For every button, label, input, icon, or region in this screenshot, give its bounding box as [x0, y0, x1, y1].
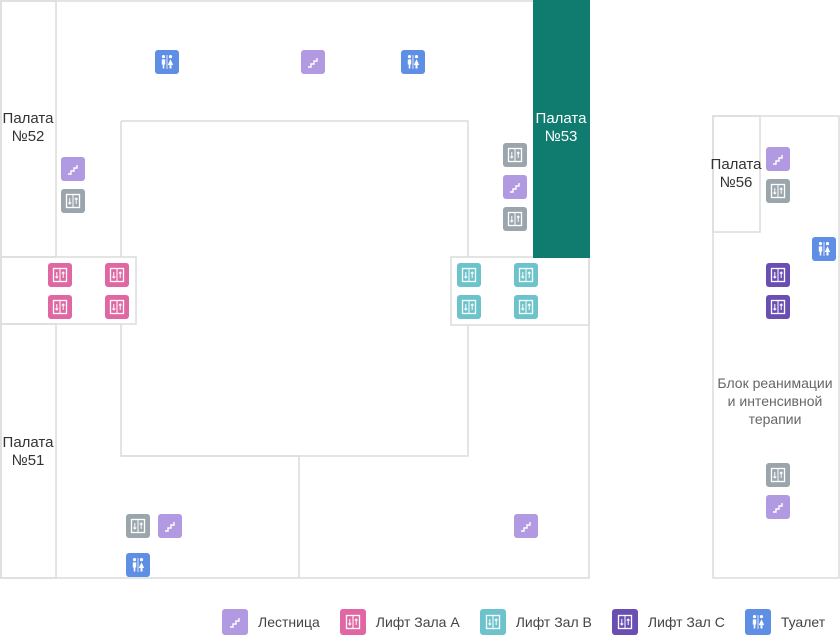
elevator-icon[interactable] — [514, 263, 538, 287]
legend-item-lift-c[interactable]: Лифт Зал С — [611, 609, 725, 635]
room-ward-51[interactable] — [0, 323, 57, 579]
toilet-icon[interactable] — [812, 237, 836, 261]
room-bottom-left[interactable] — [121, 455, 300, 578]
legend-item-stairs[interactable]: Лестница — [222, 609, 320, 635]
legend-label: Лестница — [258, 614, 320, 630]
stairs-icon[interactable] — [766, 495, 790, 519]
elevator-icon[interactable] — [105, 263, 129, 287]
central-courtyard — [120, 120, 469, 457]
room-lift-lobby-a[interactable] — [0, 256, 137, 325]
legend-item-toilet[interactable]: Туалет — [744, 609, 826, 635]
toilet-icon[interactable] — [155, 50, 179, 74]
elevator-icon — [479, 609, 506, 635]
elevator-icon[interactable] — [105, 295, 129, 319]
stairs-icon[interactable] — [514, 514, 538, 538]
legend-label: Лифт Зал С — [647, 614, 725, 630]
toilet-icon — [744, 609, 771, 635]
stairs-icon — [222, 609, 248, 635]
elevator-icon[interactable] — [503, 207, 527, 231]
legend-item-lift-b[interactable]: Лифт Зал В — [479, 609, 592, 635]
elevator-icon[interactable] — [48, 295, 72, 319]
toilet-icon[interactable] — [401, 50, 425, 74]
room-ward-53[interactable] — [533, 0, 590, 258]
elevator-icon[interactable] — [126, 514, 150, 538]
elevator-icon[interactable] — [61, 189, 85, 213]
elevator-icon[interactable] — [766, 179, 790, 203]
elevator-icon[interactable] — [514, 295, 538, 319]
elevator-icon — [611, 609, 638, 635]
elevator-icon[interactable] — [457, 263, 481, 287]
toilet-icon[interactable] — [126, 553, 150, 577]
main-wing-outline — [0, 0, 590, 579]
elevator-icon[interactable] — [766, 263, 790, 287]
legend-label: Лифт Зала А — [375, 614, 460, 630]
stairs-icon[interactable] — [61, 157, 85, 181]
room-ward-52[interactable] — [0, 0, 57, 258]
stairs-icon[interactable] — [766, 147, 790, 171]
elevator-icon[interactable] — [48, 263, 72, 287]
stairs-icon[interactable] — [158, 514, 182, 538]
elevator-icon[interactable] — [457, 295, 481, 319]
room-lift-lobby-b[interactable] — [450, 256, 590, 326]
stairs-icon[interactable] — [503, 175, 527, 199]
legend-label: Лифт Зал В — [515, 614, 592, 630]
map-legend: Лестница Лифт Зала А Лифт Зал В Лифт Зал С Т… — [222, 609, 825, 635]
elevator-icon[interactable] — [766, 295, 790, 319]
east-wing-outline — [712, 115, 840, 579]
legend-label: Туалет — [780, 614, 826, 630]
stairs-icon[interactable] — [301, 50, 325, 74]
legend-item-lift-a[interactable]: Лифт Зала А — [339, 609, 460, 635]
room-ward-56[interactable] — [712, 115, 761, 233]
elevator-icon — [339, 609, 366, 635]
elevator-icon[interactable] — [766, 463, 790, 487]
elevator-icon[interactable] — [503, 143, 527, 167]
